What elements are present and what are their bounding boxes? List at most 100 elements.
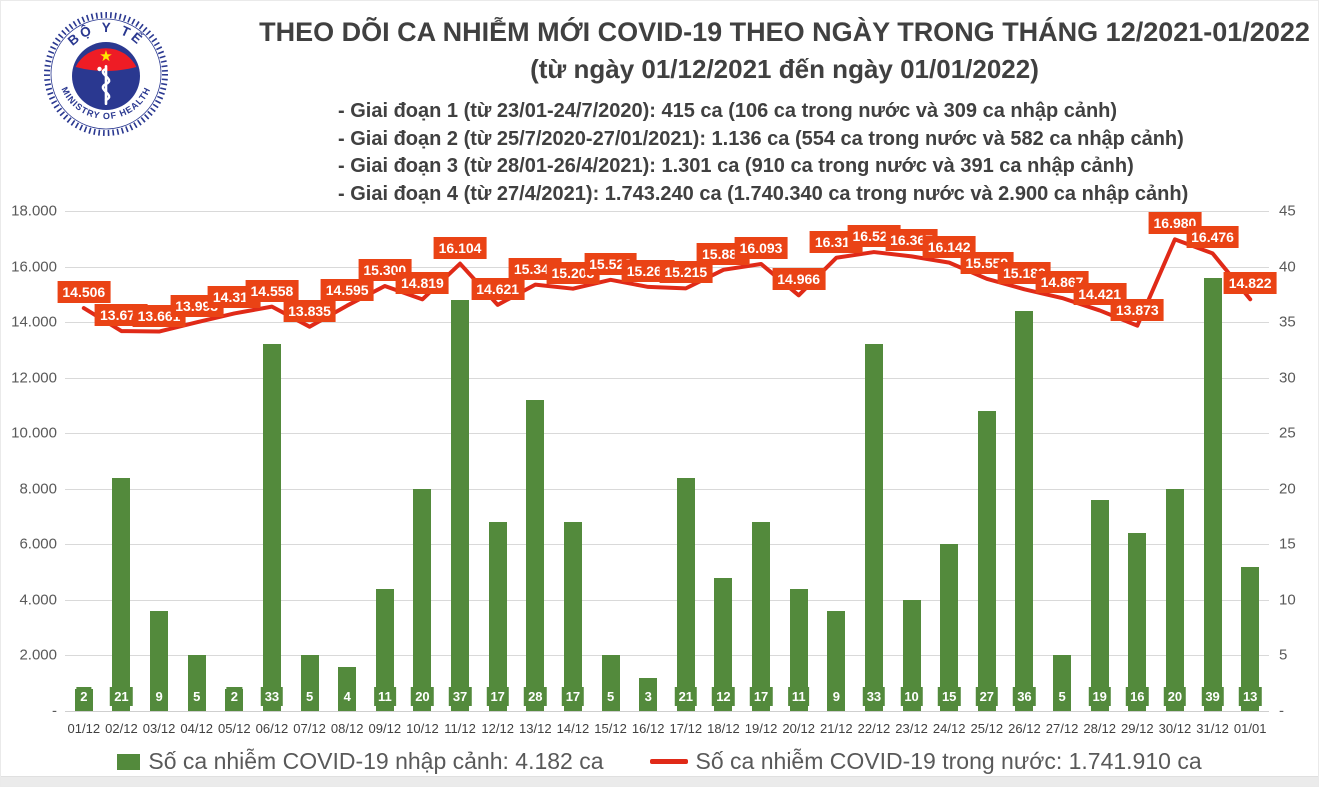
y-axis-left-tick: 16.000 [11,258,57,276]
phase-2-line: - Giai đoạn 2 (từ 25/7/2020-27/01/2021):… [338,127,1184,150]
bar [714,577,733,711]
bar-value-label: 17 [749,687,773,706]
bar [676,477,695,711]
y-axis-right-tick: 15 [1279,535,1296,553]
bar [1241,566,1260,711]
x-axis-tick: 06/12 [255,721,289,736]
line-point-label: 14.966 [772,268,826,291]
bar-value-label: 5 [189,687,205,706]
bar [112,477,131,711]
y-axis-left-tick: 4.000 [19,591,57,609]
x-axis-tick: 28/12 [1083,721,1116,736]
x-axis-tick: 21/12 [820,721,853,736]
y-axis-right-tick: 10 [1279,591,1296,609]
y-axis-left-tick: 18.000 [11,202,57,220]
x-axis-tick: 13/12 [519,721,552,736]
bar [1128,533,1147,711]
line-point-label: 14.819 [396,272,449,295]
logo-snake-icon [101,67,111,102]
x-axis-tick: 24/12 [932,721,966,736]
bar-value-label: 12 [712,687,735,706]
phase-summary: - Giai đoạn 1 (từ 23/01-24/7/2020): 415 … [338,98,1188,208]
red-line-swatch-icon [649,759,688,764]
bar-value-label: 10 [900,687,923,706]
line-point-label: 14.822 [1223,272,1277,295]
y-axis-left-tick: 2.000 [19,646,57,664]
line-point-label: 13.835 [283,299,336,322]
bar [413,488,432,711]
bar-value-label: 17 [486,687,509,706]
bar [864,344,883,711]
bar-value-label: 33 [260,687,284,706]
y-axis-right-tick: 20 [1279,480,1296,498]
bar-value-label: 5 [301,687,318,706]
line-point-label: 14.506 [57,281,111,304]
line-point-label: 14.621 [471,277,525,300]
y-axis-right-tick: 30 [1279,369,1296,387]
gridline [65,322,1269,324]
bar-value-label: 13 [1238,687,1262,706]
bottom-strip [1,776,1318,786]
legend-item-domestic: Số ca nhiễm COVID-19 trong nước: 1.741.9… [649,748,1202,775]
x-axis-tick: 11/12 [444,721,476,736]
phase-3-line: - Giai đoạn 3 (từ 28/01-26/4/2021): 1.30… [338,155,1134,177]
x-axis-tick: 02/12 [105,721,138,736]
y-axis-right-tick: - [1279,702,1284,720]
x-axis-tick: 22/12 [857,721,891,736]
bar-value-label: 11 [373,687,396,706]
line-point-label: 13.873 [1110,298,1164,321]
logo-tick-ring [44,12,168,136]
bar-value-label: 9 [151,687,167,706]
bar-value-label: 2 [76,687,92,706]
x-axis-tick: 15/12 [594,721,627,736]
x-axis-tick: 26/12 [1008,721,1041,736]
y-axis-left-tick: 14.000 [11,313,57,331]
y-axis-left-tick: 6.000 [19,535,57,553]
y-axis-right-tick: 25 [1279,424,1296,442]
y-axis-right-tick: 40 [1279,258,1296,276]
bar [977,411,996,711]
x-axis-tick: 09/12 [368,721,402,736]
y-axis-left-tick: 12.000 [11,369,57,387]
bar-value-label: 19 [1088,687,1111,706]
bar [1165,488,1184,711]
bar-value-label: 4 [339,687,355,706]
bar [752,522,771,711]
page-title: THEO DÕI CA NHIỄM MỚI COVID-19 THEO NGÀY… [259,17,1310,47]
line-point-label: 16.093 [734,236,788,259]
bar-value-label: 37 [448,687,472,706]
ministry-of-health-logo: BỘ Y TẾ MINISTRY OF HEALTH ★ [43,11,169,137]
bar-value-label: 20 [411,687,434,706]
x-axis-tick: 01/01 [1233,721,1267,736]
x-axis-tick: 18/12 [707,721,740,736]
line-point-label: 14.595 [320,278,374,301]
bar [262,344,281,711]
bar-value-label: 28 [524,687,547,706]
gridline [65,377,1269,379]
gridline [65,655,1269,657]
x-axis-tick: 23/12 [895,721,928,736]
bar [488,522,507,711]
bar [827,611,846,711]
x-axis-tick: 29/12 [1121,721,1154,736]
legend-imported-label: Số ca nhiễm COVID-19 nhập cảnh: 4.182 ca [148,748,604,774]
x-axis-tick: 05/12 [218,721,251,736]
gridline [65,711,1269,712]
phase-4-line: - Giai đoạn 4 (từ 27/4/2021): 1.743.240 … [338,182,1189,205]
y-axis-left-tick: 8.000 [19,480,57,498]
x-axis-tick: 27/12 [1045,721,1079,736]
x-axis-tick: 25/12 [970,721,1004,736]
phase-1-line: - Giai đoạn 1 (từ 23/01-24/7/2020): 415 … [338,100,1118,122]
bar-value-label: 11 [787,687,810,706]
bar-value-label: 5 [1054,687,1070,706]
bar-value-label: 36 [1013,687,1036,706]
bar-value-label: 16 [1126,687,1149,706]
gridline [65,488,1269,490]
gridline [65,599,1269,601]
x-axis-tick: 12/12 [481,721,514,736]
bar-value-label: 5 [602,687,619,706]
logo-star-icon: ★ [99,48,112,65]
x-axis-tick: 20/12 [782,721,815,736]
y-axis-right-tick: 45 [1279,202,1296,220]
